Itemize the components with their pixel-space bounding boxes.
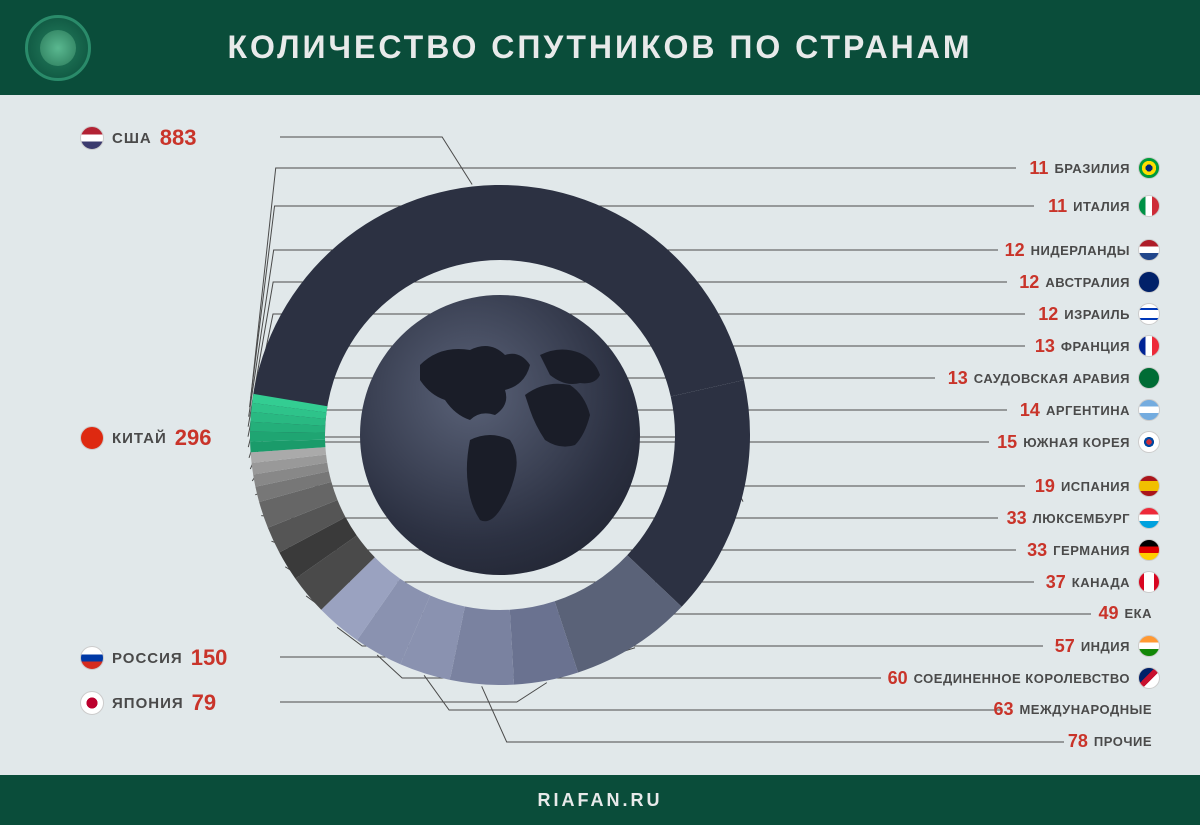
country-value: 79 [192,690,216,716]
label-usa: США 883 [80,125,196,151]
flag-icon [1138,195,1160,217]
label-uk: 60 СОЕДИНЕННОЕ КОРОЛЕВСТВО [888,667,1160,689]
country-value: 13 [948,368,968,389]
flag-icon [1138,635,1160,657]
country-value: 57 [1055,636,1075,657]
country-value: 49 [1098,603,1118,624]
label-italy: 11 ИТАЛИЯ [1048,195,1160,217]
label-germany: 33 ГЕРМАНИЯ [1027,539,1160,561]
label-argentina: 14 АРГЕНТИНА [1020,399,1160,421]
country-name: КАНАДА [1072,575,1130,590]
flag-icon [80,691,104,715]
label-brazil: 11 БРАЗИЛИЯ [1029,157,1160,179]
country-value: 14 [1020,400,1040,421]
flag-icon [1138,303,1160,325]
country-name: СОЕДИНЕННОЕ КОРОЛЕВСТВО [914,671,1130,686]
country-name: ГЕРМАНИЯ [1053,543,1130,558]
country-name: ЯПОНИЯ [112,695,184,712]
globe-icon [360,295,640,575]
flag-icon [1138,431,1160,453]
page-title: КОЛИЧЕСТВО СПУТНИКОВ ПО СТРАНАМ [91,29,1175,66]
country-value: 37 [1046,572,1066,593]
label-esa: 49 ЕКА [1098,603,1160,624]
label-skorea: 15 ЮЖНАЯ КОРЕЯ [997,431,1160,453]
country-name: САУДОВСКАЯ АРАВИЯ [974,371,1130,386]
country-value: 60 [888,668,908,689]
flag-icon [80,646,104,670]
country-name: ИНДИЯ [1081,639,1130,654]
label-saudi: 13 САУДОВСКАЯ АРАВИЯ [948,367,1160,389]
logo-icon [25,15,91,81]
country-name: США [112,130,152,147]
country-name: КИТАЙ [112,430,167,447]
flag-icon [1138,271,1160,293]
flag-icon [1138,399,1160,421]
country-name: ИЗРАИЛЬ [1064,307,1130,322]
country-value: 13 [1035,336,1055,357]
country-name: НИДЕРЛАНДЫ [1031,243,1130,258]
flag-icon [1138,571,1160,593]
country-name: ФРАНЦИЯ [1061,339,1130,354]
country-value: 78 [1068,731,1088,752]
flag-icon [80,426,104,450]
footer: RIAFAN.RU [0,775,1200,825]
header: КОЛИЧЕСТВО СПУТНИКОВ ПО СТРАНАМ [0,0,1200,95]
donut-chart [250,185,750,685]
label-france: 13 ФРАНЦИЯ [1035,335,1160,357]
country-value: 63 [993,699,1013,720]
flag-icon [1138,539,1160,561]
flag-icon [1138,157,1160,179]
label-other: 78 ПРОЧИЕ [1068,731,1160,752]
country-value: 12 [1019,272,1039,293]
country-name: РОССИЯ [112,650,183,667]
flag-icon [1138,667,1160,689]
country-name: АРГЕНТИНА [1046,403,1130,418]
label-lux: 33 ЛЮКСЕМБУРГ [1007,507,1160,529]
country-name: ПРОЧИЕ [1094,734,1152,749]
label-russia: РОССИЯ 150 [80,645,227,671]
country-value: 12 [1005,240,1025,261]
label-intl: 63 МЕЖДУНАРОДНЫЕ [993,699,1160,720]
country-value: 11 [1048,196,1067,217]
country-name: ЛЮКСЕМБУРГ [1033,511,1130,526]
flag-icon [80,126,104,150]
label-israel: 12 ИЗРАИЛЬ [1038,303,1160,325]
flag-icon [1138,367,1160,389]
flag-icon [1138,507,1160,529]
main-content: США 883 КИТАЙ 296 РОССИЯ 150 ЯПОНИЯ 79 78… [0,95,1200,775]
country-value: 296 [175,425,212,451]
label-spain: 19 ИСПАНИЯ [1035,475,1160,497]
country-name: ЕКА [1125,606,1153,621]
country-value: 11 [1029,158,1048,179]
country-name: ИСПАНИЯ [1061,479,1130,494]
label-japan: ЯПОНИЯ 79 [80,690,216,716]
label-australia: 12 АВСТРАЛИЯ [1019,271,1160,293]
flag-icon [1138,475,1160,497]
country-name: МЕЖДУНАРОДНЫЕ [1019,702,1152,717]
flag-icon [1138,239,1160,261]
label-canada: 37 КАНАДА [1046,571,1160,593]
flag-icon [1138,335,1160,357]
country-name: БРАЗИЛИЯ [1054,161,1130,176]
country-name: ЮЖНАЯ КОРЕЯ [1023,435,1130,450]
country-value: 883 [160,125,197,151]
country-value: 150 [191,645,228,671]
country-value: 15 [997,432,1017,453]
country-value: 12 [1038,304,1058,325]
country-name: АВСТРАЛИЯ [1045,275,1130,290]
footer-text: RIAFAN.RU [538,790,663,811]
country-value: 19 [1035,476,1055,497]
country-value: 33 [1027,540,1047,561]
country-value: 33 [1007,508,1027,529]
label-china: КИТАЙ 296 [80,425,212,451]
label-netherlands: 12 НИДЕРЛАНДЫ [1005,239,1160,261]
country-name: ИТАЛИЯ [1073,199,1130,214]
label-india: 57 ИНДИЯ [1055,635,1160,657]
